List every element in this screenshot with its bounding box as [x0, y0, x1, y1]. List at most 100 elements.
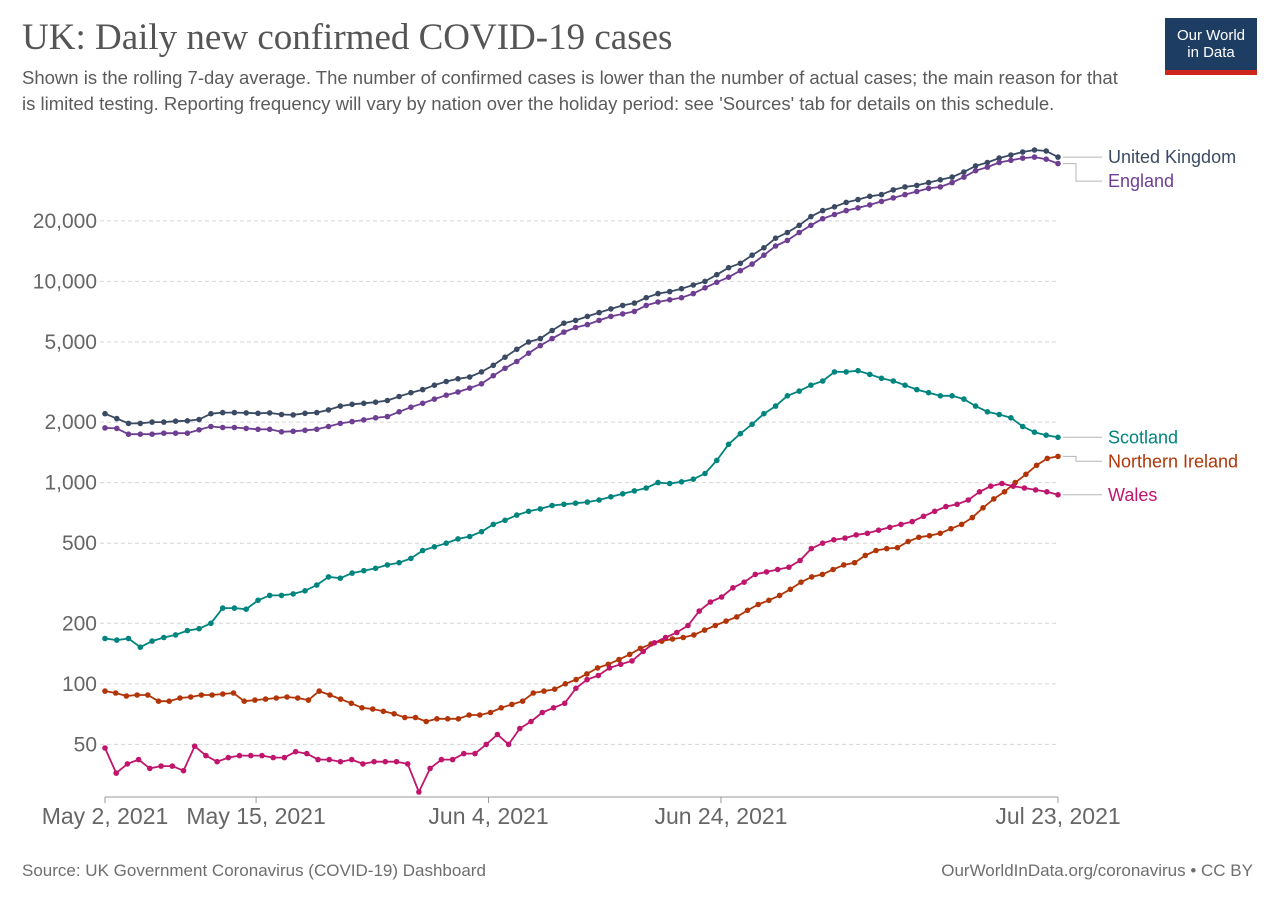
data-point: [209, 692, 215, 698]
data-point: [412, 714, 419, 721]
data-point: [135, 756, 142, 763]
data-point: [631, 308, 638, 315]
data-point: [266, 592, 273, 599]
data-point: [867, 193, 873, 200]
data-point: [281, 754, 288, 761]
data-point: [314, 582, 320, 588]
data-point: [290, 412, 297, 418]
data-point: [584, 321, 591, 328]
data-point: [925, 179, 932, 186]
data-point: [878, 375, 885, 382]
data-point: [714, 271, 720, 278]
data-point: [561, 320, 567, 327]
data-point: [914, 188, 920, 195]
data-point: [875, 527, 882, 533]
data-point: [584, 499, 591, 505]
data-point: [477, 712, 483, 718]
owid-logo[interactable]: Our World in Data: [1165, 18, 1257, 75]
data-point: [537, 342, 544, 349]
data-point: [408, 555, 414, 562]
data-point: [761, 252, 767, 258]
data-point: [114, 637, 120, 643]
data-point: [902, 382, 908, 389]
data-point: [980, 505, 986, 511]
data-point: [114, 415, 120, 422]
data-point: [187, 694, 194, 700]
data-point: [455, 716, 462, 722]
series-line: [104, 482, 1059, 793]
data-point: [843, 207, 849, 214]
data-point: [987, 483, 994, 490]
data-point: [890, 187, 897, 193]
data-point: [396, 393, 402, 400]
data-point: [1055, 453, 1061, 460]
data-point: [772, 403, 779, 409]
series-scotland: [102, 367, 1061, 650]
data-point: [455, 376, 461, 382]
data-point: [455, 536, 461, 542]
data-point: [478, 381, 485, 387]
footer-link[interactable]: OurWorldInData.org/coronavirus • CC BY: [941, 861, 1253, 880]
data-point: [831, 369, 838, 375]
x-tick-label: May 2, 2021: [42, 803, 169, 829]
series-northern-ireland: [102, 453, 1061, 725]
data-point: [808, 213, 814, 220]
data-point: [819, 215, 826, 222]
data-point: [1031, 147, 1038, 153]
data-point: [431, 396, 438, 402]
data-point: [573, 685, 579, 692]
data-point: [220, 691, 226, 697]
data-point: [145, 692, 151, 698]
data-point: [102, 745, 108, 751]
data-point: [1008, 157, 1014, 164]
data-point: [231, 409, 238, 416]
data-point: [725, 274, 732, 281]
source-note: Source: UK Government Coronavirus (COVID…: [22, 861, 486, 880]
data-point: [651, 640, 658, 646]
data-point: [483, 741, 490, 748]
data-point: [255, 597, 261, 604]
data-point: [149, 419, 155, 425]
data-point: [643, 294, 649, 301]
data-point: [666, 288, 673, 295]
data-point: [707, 599, 714, 605]
data-point: [1055, 434, 1061, 441]
data-point: [749, 421, 755, 428]
series-england: [102, 154, 1061, 438]
y-tick-label: 1,000: [44, 472, 97, 495]
data-point: [172, 430, 179, 437]
data-point: [787, 586, 794, 593]
series-label-scotland: Scotland: [1108, 427, 1178, 447]
x-tick-label: Jun 24, 2021: [654, 803, 787, 829]
data-point: [255, 426, 261, 433]
data-point: [1043, 148, 1049, 154]
data-point: [514, 358, 520, 365]
data-point: [337, 696, 344, 702]
data-point: [372, 415, 379, 421]
data-point: [302, 588, 308, 594]
data-point: [243, 606, 249, 612]
data-point: [514, 346, 520, 353]
data-point: [766, 597, 772, 604]
data-point: [305, 697, 312, 703]
data-point: [1031, 154, 1038, 160]
data-point: [325, 423, 332, 430]
data-point: [408, 389, 414, 396]
series-line: [104, 156, 1059, 436]
data-point: [920, 513, 927, 520]
data-point: [380, 708, 387, 715]
y-tick-label: 50: [74, 733, 97, 756]
data-point: [702, 285, 708, 291]
data-point: [819, 378, 826, 384]
data-point: [763, 569, 770, 575]
data-point: [961, 169, 967, 175]
data-point: [867, 202, 873, 208]
data-point: [191, 743, 198, 749]
data-point: [549, 335, 555, 342]
data-point: [596, 497, 602, 503]
data-point: [883, 545, 890, 552]
data-point: [655, 299, 661, 305]
data-point: [314, 426, 320, 433]
data-point: [438, 756, 445, 763]
